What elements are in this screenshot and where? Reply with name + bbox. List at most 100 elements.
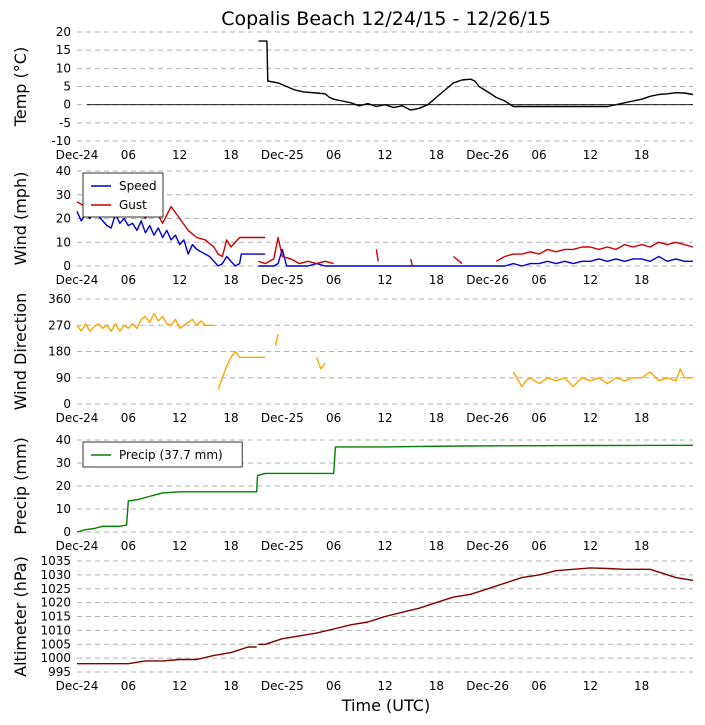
y-axis-label: Wind Direction [11,293,30,411]
x-tick-label: Dec-26 [466,148,509,162]
y-axis-label: Wind (mph) [11,172,30,266]
y-tick-label: 1015 [40,610,71,624]
x-tick-label: Dec-25 [261,148,304,162]
y-tick-label: 30 [56,456,71,470]
x-tick-label: Dec-26 [466,411,509,425]
y-tick-label: 1005 [40,637,71,651]
x-tick-label: 18 [223,679,238,693]
y-tick-label: -5 [59,116,71,130]
y-tick-label: 0 [63,525,71,539]
x-tick-label: 06 [326,273,341,287]
x-tick-label: 06 [121,411,136,425]
x-tick-label: 12 [172,273,187,287]
x-tick-label: 06 [531,273,546,287]
x-tick-label: Dec-25 [261,273,304,287]
x-tick-label: 06 [531,148,546,162]
x-tick-label: Dec-24 [56,273,99,287]
legend-label: Gust [119,198,147,212]
y-tick-label: 1010 [40,623,71,637]
x-tick-label: 06 [326,411,341,425]
x-tick-label: 18 [223,411,238,425]
x-tick-label: 12 [377,679,392,693]
y-tick-label: 1000 [40,651,71,665]
x-tick-label: 12 [377,273,392,287]
legend-label: Precip (37.7 mm) [119,448,223,462]
y-tick-label: 40 [56,164,71,178]
y-tick-label: 20 [56,212,71,226]
x-tick-label: Dec-24 [56,679,99,693]
y-tick-label: 1025 [40,582,71,596]
x-tick-label: Dec-25 [261,539,304,553]
y-tick-label: 10 [56,61,71,75]
x-tick-label: 18 [223,539,238,553]
x-tick-label: 06 [531,539,546,553]
y-tick-label: 0 [63,259,71,273]
x-tick-label: 18 [429,411,444,425]
panel-temp: -10 -5 0 5 10 15 20 Temp (°C) Dec-24 06 12 18 Dec-25… [11,25,694,162]
x-tick-label: 18 [634,273,649,287]
x-tick-label: 06 [121,679,136,693]
x-tick-label: Dec-24 [56,539,99,553]
x-tick-label: 18 [634,539,649,553]
x-tick-label: Dec-26 [466,273,509,287]
y-tick-label: 0 [63,98,71,112]
x-tick-label: 12 [172,679,187,693]
series-line [258,40,694,111]
x-tick-label: 12 [377,411,392,425]
y-axis-label: Altimeter (hPa) [11,556,30,677]
y-tick-label: 270 [48,318,71,332]
x-tick-label: 12 [583,148,598,162]
x-tick-label: 12 [583,679,598,693]
x-tick-label: 06 [531,679,546,693]
x-tick-label: 18 [223,148,238,162]
y-axis-label: Precip (mm) [11,437,30,535]
series-line [76,444,694,533]
x-tick-label: Dec-26 [466,679,509,693]
x-tick-label: Dec-25 [261,679,304,693]
x-tick-label: 06 [326,148,341,162]
x-tick-label: Dec-26 [466,539,509,553]
x-axis-label: Time (UTC) [341,696,430,715]
x-tick-label: 18 [634,679,649,693]
x-tick-label: 12 [377,539,392,553]
x-tick-label: 06 [531,411,546,425]
y-tick-label: 1030 [40,568,71,582]
series-line [76,210,693,267]
y-tick-label: 40 [56,433,71,447]
x-tick-label: Dec-25 [261,411,304,425]
panel-dir: 0 90 180 270 360 Wind Direction Dec-24 06 12 18 De… [11,292,693,425]
y-tick-label: 20 [56,479,71,493]
y-tick-label: 180 [48,345,71,359]
x-tick-label: 12 [172,148,187,162]
y-tick-label: 360 [48,292,71,306]
x-tick-label: 12 [172,539,187,553]
x-tick-label: 18 [223,273,238,287]
y-tick-label: 90 [56,371,71,385]
y-tick-label: 0 [63,397,71,411]
panel-wind: 0 10 20 30 40 Wind (mph) Dec-24 06 12 18 Dec-25 06 1… [11,164,694,287]
x-tick-label: 06 [121,273,136,287]
y-tick-label: 20 [56,25,71,39]
y-axis-label: Temp (°C) [11,47,30,127]
y-tick-label: -10 [51,134,71,148]
x-tick-label: 12 [377,148,392,162]
x-tick-label: 06 [326,539,341,553]
x-tick-label: 18 [429,273,444,287]
x-tick-label: 06 [121,148,136,162]
x-tick-label: 18 [429,679,444,693]
x-tick-label: 18 [634,411,649,425]
y-tick-label: 995 [48,665,71,679]
series-line [76,201,694,267]
series-line [77,567,694,665]
legend-box [82,172,164,218]
x-tick-label: 12 [583,273,598,287]
x-tick-label: Dec-24 [56,148,99,162]
x-tick-label: 18 [634,148,649,162]
y-tick-label: 1020 [40,596,71,610]
x-tick-label: 12 [583,411,598,425]
legend-label: Speed [119,179,157,193]
x-tick-label: 18 [429,148,444,162]
series-line [76,312,693,390]
